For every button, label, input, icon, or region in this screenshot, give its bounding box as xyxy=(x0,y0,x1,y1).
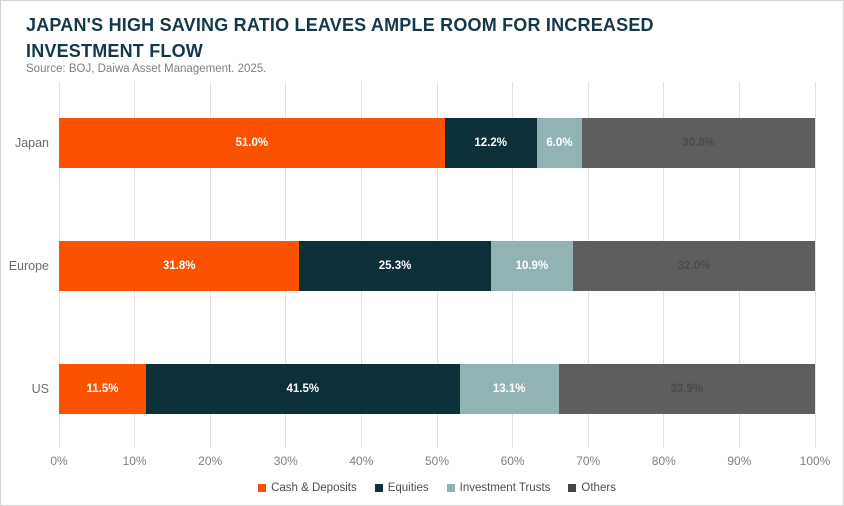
bar-row: US 11.5% 41.5% 13.1% 33.9% xyxy=(32,364,815,414)
legend: Cash & Deposits Equities Investment Trusts… xyxy=(59,482,815,494)
bar-value-label: 31.8% xyxy=(162,260,196,272)
category-label: Europe xyxy=(8,259,49,273)
x-tick-label: 0% xyxy=(50,454,68,468)
bar-segment: 6.0% xyxy=(536,118,583,168)
x-tick-label: 20% xyxy=(198,454,223,468)
x-tick-label: 100% xyxy=(799,454,831,468)
legend-swatch xyxy=(374,484,383,492)
x-tick-label: 10% xyxy=(122,454,147,468)
bar-track: 51.0% 12.2% 6.0% 30.8% xyxy=(59,118,815,168)
gridline xyxy=(814,82,816,448)
bar-row: Japan 51.0% 12.2% 6.0% 30.8% xyxy=(15,118,815,168)
category-label: US xyxy=(31,382,49,396)
x-tick-label: 40% xyxy=(349,454,374,468)
bar-segment: 25.3% xyxy=(299,241,491,291)
plot-area: Japan 51.0% 12.2% 6.0% 30.8% Europe 31.8% 25.3%… xyxy=(9,82,816,448)
legend-label: Cash & Deposits xyxy=(271,482,357,494)
legend-label: Equities xyxy=(387,482,429,494)
x-tick-label: 50% xyxy=(424,454,450,468)
bar-value-label: 41.5% xyxy=(286,383,320,395)
bar-segment: 32.0% xyxy=(573,241,815,291)
legend-item: Investment Trusts xyxy=(446,482,551,494)
bar-value-label: 25.3% xyxy=(378,260,412,272)
legend-label: Others xyxy=(581,482,616,494)
x-tick-label: 70% xyxy=(576,454,601,468)
legend-label: Investment Trusts xyxy=(459,482,551,494)
bar-track: 11.5% 41.5% 13.1% 33.9% xyxy=(59,364,815,414)
bar-segment: 51.0% xyxy=(59,118,445,168)
legend-swatch xyxy=(568,484,577,492)
bar-value-label: 51.0% xyxy=(235,137,269,149)
bar-value-label: 13.1% xyxy=(492,383,526,395)
bar-segment: 13.1% xyxy=(459,364,559,414)
bar-segment: 30.8% xyxy=(582,118,815,168)
bar-segment: 10.9% xyxy=(490,241,574,291)
bar-value-label: 30.8% xyxy=(682,137,715,149)
bar-segment: 12.2% xyxy=(444,118,537,168)
bar-value-label: 10.9% xyxy=(515,260,549,272)
bar-value-label: 11.5% xyxy=(86,383,119,395)
bar-segment: 11.5% xyxy=(59,364,146,414)
category-label: Japan xyxy=(14,136,49,150)
bar-segment: 33.9% xyxy=(558,364,815,414)
bar-value-label: 32.0% xyxy=(677,260,711,272)
bar-value-label: 6.0% xyxy=(546,137,573,149)
chart-title: JAPAN'S HIGH SAVING RATIO LEAVES AMPLE R… xyxy=(26,15,654,61)
legend-swatch xyxy=(446,484,455,492)
bar-segment: 31.8% xyxy=(59,241,300,291)
bar-segment: 41.5% xyxy=(145,364,460,414)
legend-swatch xyxy=(258,484,267,492)
x-axis: 0% 10% 20% 30% 40% 50% 60% 70% 80% 90% 100% xyxy=(50,454,830,470)
chart-source: Source: BOJ, Daiwa Asset Management. 202… xyxy=(26,63,267,75)
x-tick-label: 60% xyxy=(500,454,525,468)
legend-item: Equities xyxy=(374,482,429,494)
bar-value-label: 12.2% xyxy=(474,137,507,149)
x-tick-label: 80% xyxy=(651,454,676,468)
x-tick-label: 30% xyxy=(273,454,298,468)
legend-item: Others xyxy=(568,482,616,494)
x-tick-label: 90% xyxy=(727,454,752,468)
bar-value-label: 33.9% xyxy=(670,383,704,395)
bar-track: 31.8% 25.3% 10.9% 32.0% xyxy=(59,241,815,291)
legend-item: Cash & Deposits xyxy=(258,482,357,494)
bar-row: Europe 31.8% 25.3% 10.9% 32.0% xyxy=(9,241,815,291)
